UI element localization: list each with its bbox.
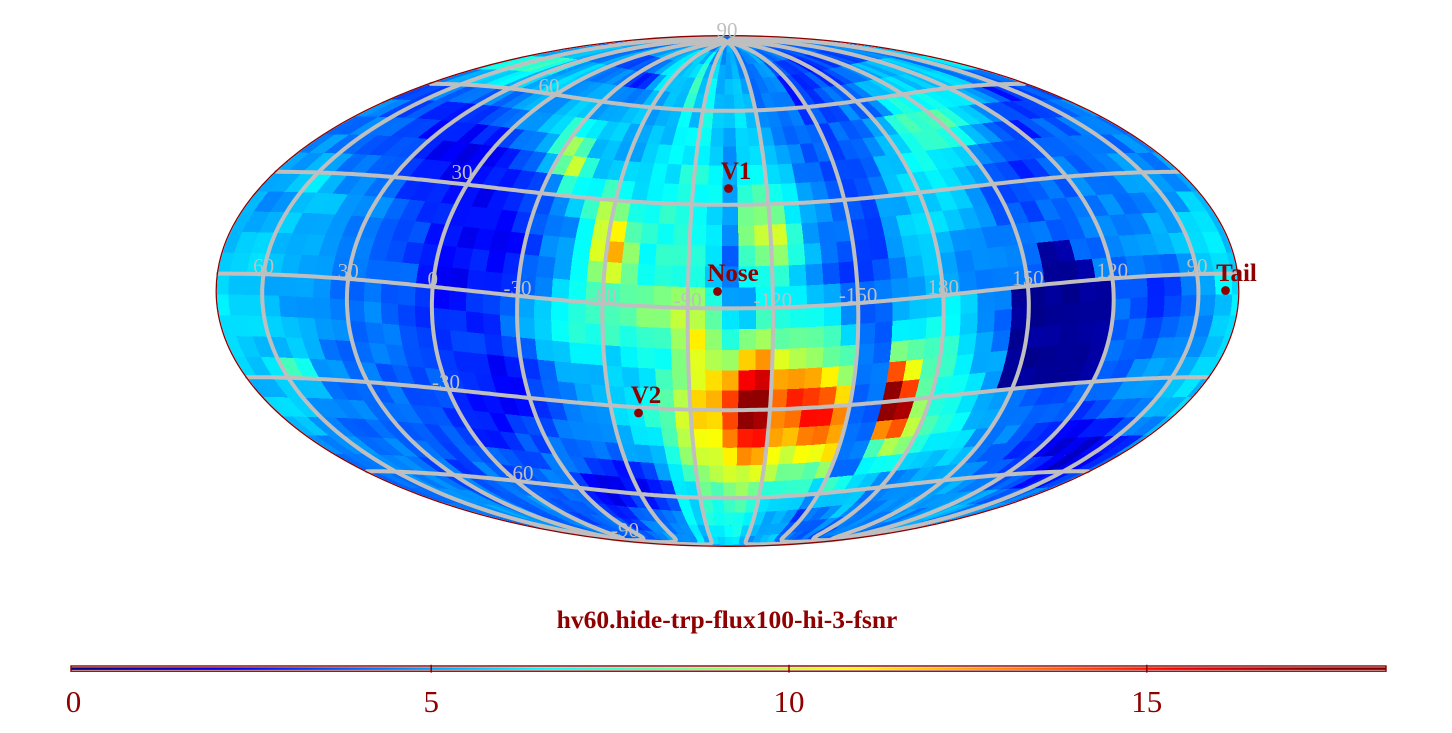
svg-text:hv60.hide-trp-flux100-hi-3-fsn: hv60.hide-trp-flux100-hi-3-fsnr xyxy=(557,605,898,634)
svg-text:-120: -120 xyxy=(754,288,793,312)
svg-text:0: 0 xyxy=(427,267,438,291)
svg-text:5: 5 xyxy=(423,684,439,719)
svg-text:-90: -90 xyxy=(611,518,639,542)
svg-text:10: 10 xyxy=(774,684,805,719)
svg-text:120: 120 xyxy=(1097,259,1129,283)
svg-text:V1: V1 xyxy=(721,158,752,185)
svg-text:-30: -30 xyxy=(504,276,532,300)
svg-text:-30: -30 xyxy=(432,370,460,394)
svg-text:15: 15 xyxy=(1131,684,1162,719)
svg-text:-90: -90 xyxy=(674,288,702,312)
svg-text:180: 180 xyxy=(927,275,959,299)
svg-text:Nose: Nose xyxy=(707,260,758,287)
svg-text:60: 60 xyxy=(539,74,560,98)
svg-text:150: 150 xyxy=(1012,266,1044,290)
svg-text:-60: -60 xyxy=(589,284,617,308)
svg-text:0: 0 xyxy=(66,684,82,719)
svg-text:-60: -60 xyxy=(506,461,534,485)
svg-text:-150: -150 xyxy=(839,283,878,307)
svg-text:Tail: Tail xyxy=(1216,260,1257,287)
svg-text:90: 90 xyxy=(717,18,738,42)
svg-text:90: 90 xyxy=(1187,254,1208,278)
svg-text:30: 30 xyxy=(338,259,359,283)
svg-text:60: 60 xyxy=(253,254,274,278)
svg-text:30: 30 xyxy=(452,160,473,184)
svg-text:V2: V2 xyxy=(631,382,662,409)
